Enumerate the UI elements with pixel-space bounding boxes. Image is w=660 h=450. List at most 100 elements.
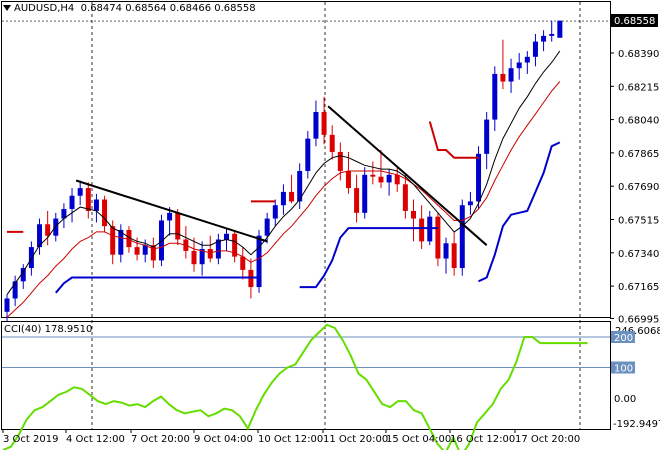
candle — [516, 53, 522, 80]
cci-level-box — [611, 392, 635, 404]
candle-body — [386, 174, 392, 183]
candle — [45, 210, 51, 246]
candle — [459, 199, 465, 276]
candle-body — [321, 111, 327, 135]
candle-body — [524, 56, 530, 63]
candle-body — [516, 62, 522, 69]
candle — [215, 233, 221, 265]
price-tick-label: 0.68040 — [618, 116, 659, 127]
candle-body — [191, 250, 197, 265]
cci-min-label: -192.9497 — [613, 419, 660, 430]
time-tick-label: 7 Oct 20:00 — [131, 434, 190, 445]
current-price-marker: 0.68558 — [611, 14, 658, 27]
candle — [370, 161, 376, 185]
candle-body — [126, 229, 132, 248]
price-tick-label: 0.68390 — [618, 49, 659, 60]
candle-body — [549, 33, 555, 36]
candle — [20, 264, 26, 289]
candle-body — [500, 73, 506, 82]
cci-levels — [2, 336, 610, 368]
time-tick-label: 10 Oct 12:00 — [258, 434, 323, 445]
candle-body — [37, 224, 43, 248]
candle-body — [297, 170, 303, 202]
candle-body — [199, 248, 205, 265]
candle-body — [264, 218, 270, 236]
price-tick-label: 0.67690 — [618, 182, 659, 193]
candle — [118, 224, 124, 263]
candle — [313, 100, 319, 147]
candle — [484, 111, 490, 170]
candle — [280, 184, 286, 215]
candle-body — [118, 229, 124, 255]
support-line — [55, 276, 259, 294]
candle-body — [289, 191, 295, 202]
candle — [476, 146, 482, 210]
candle — [150, 237, 156, 269]
candle-body — [370, 174, 376, 177]
cci-panel — [1, 321, 611, 430]
candle-body — [215, 239, 221, 259]
candle — [500, 39, 506, 90]
candle-body — [557, 20, 563, 38]
candle-body — [77, 188, 83, 196]
cci-level-box — [611, 361, 635, 374]
candle — [12, 275, 18, 307]
candle — [435, 212, 441, 267]
candle-body — [69, 195, 75, 210]
cci-max-label: 246.6068 — [615, 326, 660, 337]
candle-body — [394, 174, 400, 185]
candle — [256, 229, 262, 293]
candle — [492, 66, 498, 132]
trendline — [75, 179, 268, 243]
candle-body — [532, 41, 538, 57]
cci-header: CCI(40) 178.9510 — [4, 324, 92, 335]
candle — [240, 247, 246, 280]
time-tick-label: 9 Oct 04:00 — [194, 434, 253, 445]
candle — [207, 235, 213, 263]
candle — [345, 151, 351, 194]
time-tick-label: 4 Oct 12:00 — [66, 434, 125, 445]
candle — [329, 125, 335, 160]
candle-body — [272, 205, 278, 219]
candle — [321, 96, 327, 145]
ohlc-values: 0.68474 0.68564 0.68466 0.68558 — [80, 3, 256, 14]
candle-body — [240, 256, 246, 270]
candle-body — [20, 268, 26, 282]
trendline — [327, 105, 488, 246]
candle-body — [337, 151, 343, 171]
candle — [305, 131, 311, 179]
dropdown-triangle-icon[interactable] — [3, 5, 11, 11]
price-tick-label: 0.67340 — [618, 249, 659, 260]
candle-body — [467, 201, 473, 206]
candle-body — [150, 245, 156, 261]
candle-body — [305, 138, 311, 171]
candle — [443, 237, 449, 274]
candle-body — [167, 212, 173, 221]
cci-level-label: 200 — [614, 333, 633, 344]
price-tick-label: 0.67865 — [618, 149, 659, 160]
candle — [167, 207, 173, 236]
candle — [337, 142, 343, 181]
price-tick-label: 0.67165 — [618, 282, 659, 293]
candle — [541, 30, 547, 52]
candle-body — [232, 233, 238, 257]
candle-body — [207, 248, 213, 259]
candle-body — [354, 188, 360, 213]
candle — [362, 167, 368, 219]
candle — [532, 33, 538, 67]
candle — [272, 199, 278, 227]
candle — [549, 20, 555, 42]
candle — [158, 214, 164, 267]
overlays — [2, 50, 588, 450]
candle — [191, 237, 197, 272]
candle — [402, 172, 408, 219]
candle — [37, 218, 43, 255]
candle — [175, 209, 181, 246]
time-tick-label: 11 Oct 20:00 — [323, 434, 388, 445]
candle-body — [224, 233, 230, 240]
candle-body — [53, 218, 59, 236]
candle-body — [4, 298, 10, 312]
candle-body — [451, 243, 457, 269]
candle-body — [476, 153, 482, 202]
price-axis: 0.68390 0.68215 0.68040 0.67865 0.67690 0.675… — [610, 49, 659, 325]
